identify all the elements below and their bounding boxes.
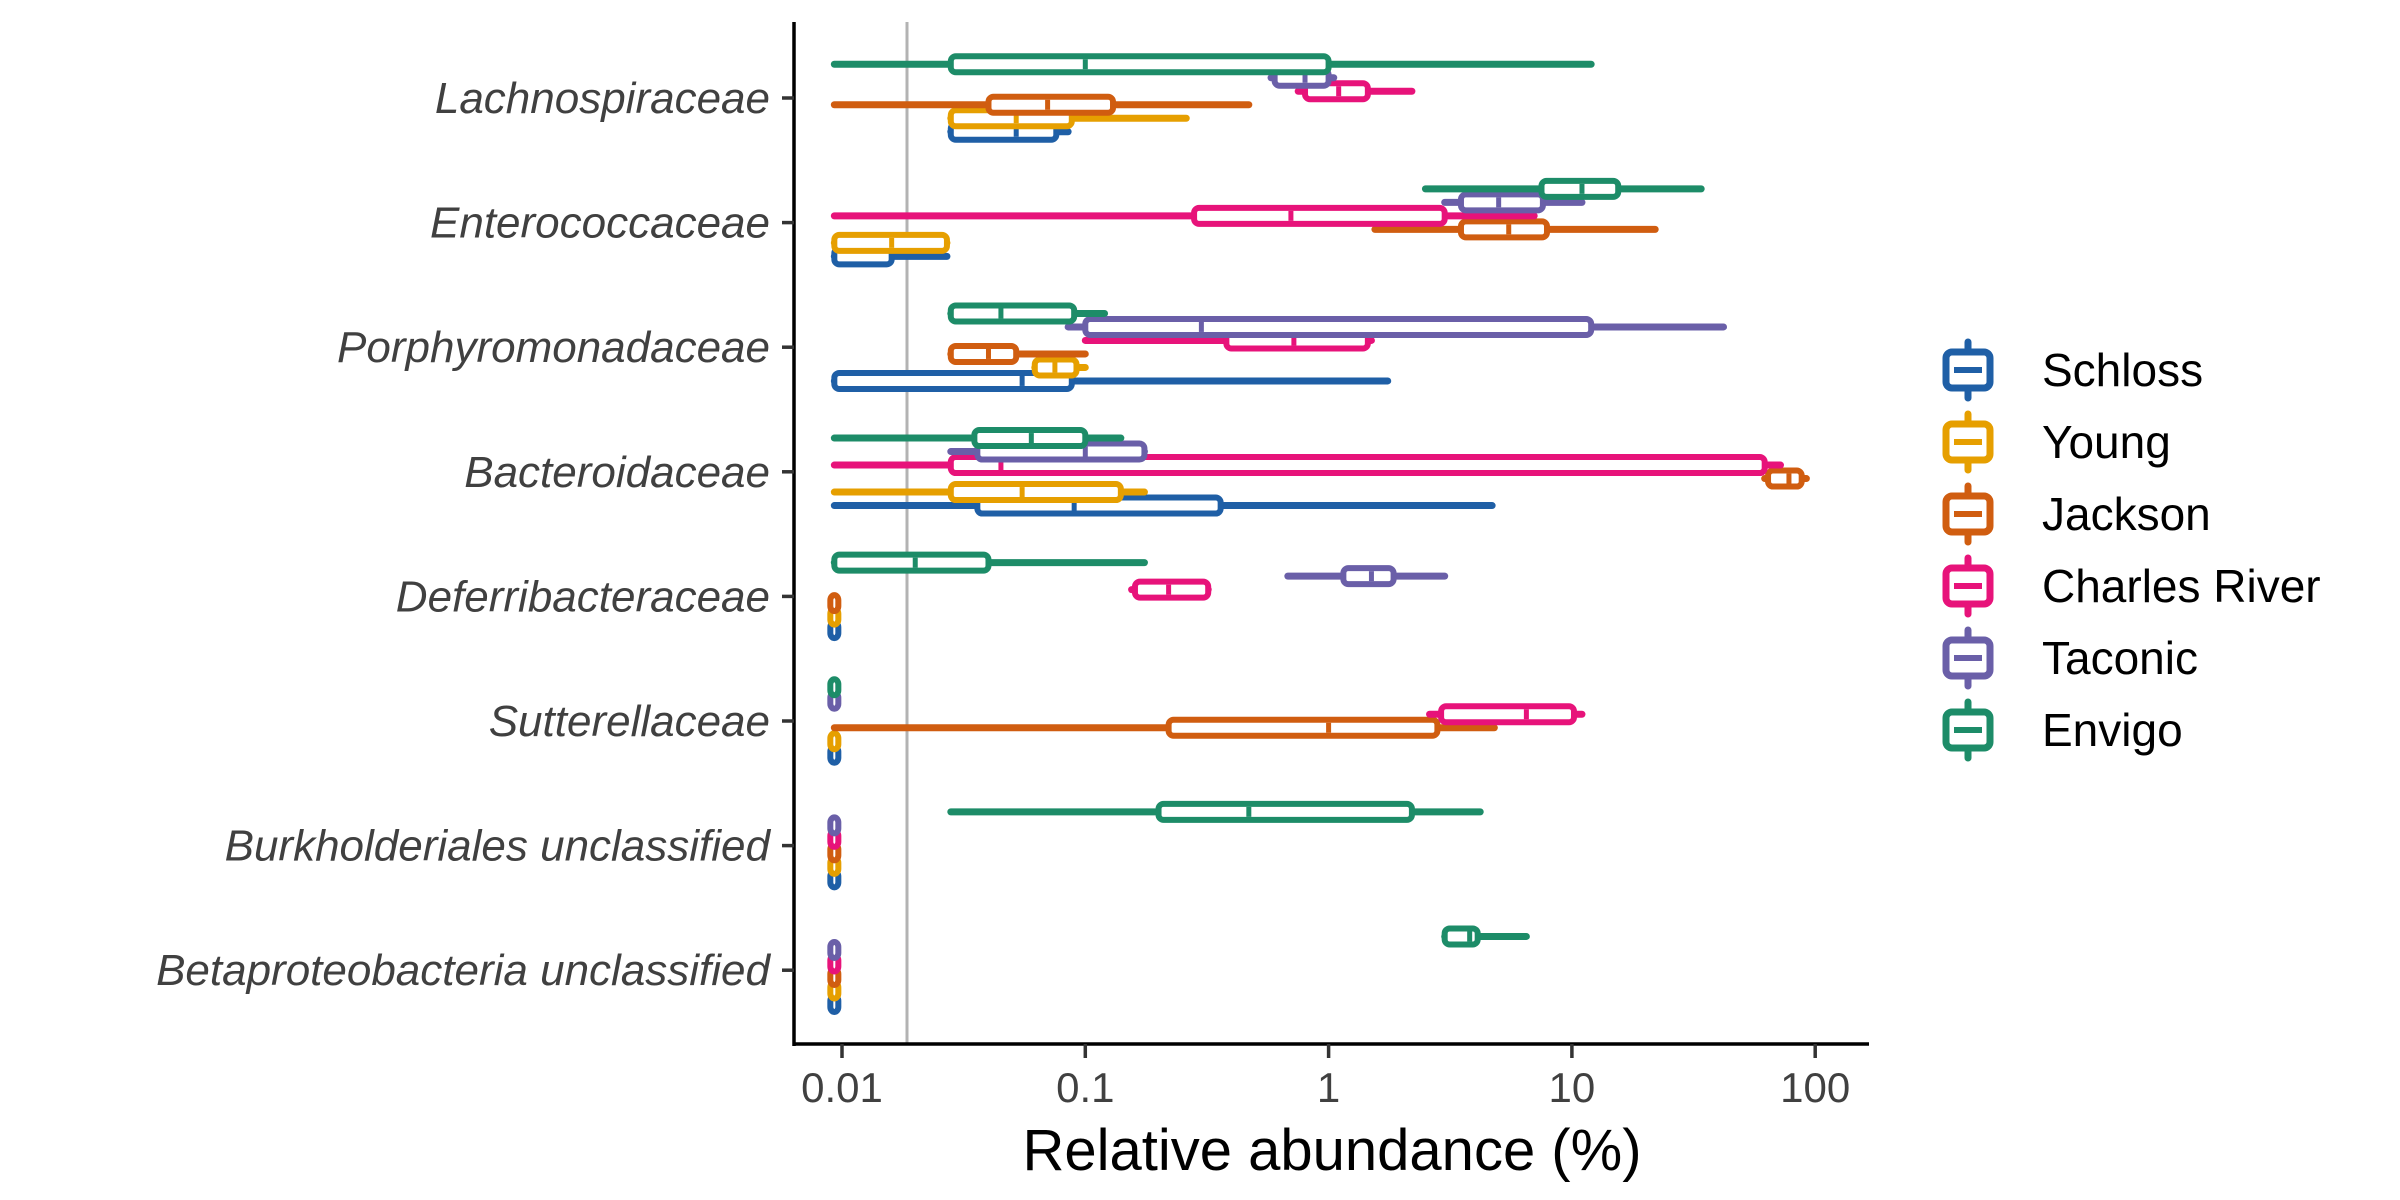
box-young <box>827 730 842 753</box>
box-taconic <box>827 814 842 837</box>
box-young <box>830 231 951 254</box>
legend-item: Charles River <box>1942 554 2321 618</box>
box-jackson <box>1761 467 1810 490</box>
box-envigo <box>827 676 842 699</box>
box <box>827 814 842 837</box>
box <box>947 454 1768 477</box>
legend-item: Jackson <box>1942 482 2211 546</box>
legend-item: Schloss <box>1942 338 2203 402</box>
box <box>827 676 842 699</box>
box <box>1340 565 1397 588</box>
box-charles-river <box>1426 703 1586 726</box>
box-jackson <box>830 93 1253 116</box>
box <box>1155 800 1415 823</box>
box-charles-river <box>1128 578 1212 601</box>
legend-label: Charles River <box>2042 560 2321 612</box>
y-tick-label: Porphyromonadaceae <box>337 323 770 372</box>
y-axis-labels: Lachnospiraceae Enterococcaceae Porphyromo… <box>156 74 794 995</box>
x-axis-ticks: 0.01 0.1 1 10 100 <box>801 1044 1850 1111</box>
y-tick-label: Deferribacteraceae <box>396 572 770 621</box>
box <box>1765 467 1805 490</box>
box <box>827 592 842 615</box>
legend-item: Envigo <box>1942 698 2183 762</box>
box-envigo <box>947 800 1484 823</box>
box-jackson <box>947 342 1089 365</box>
box-taconic <box>1064 315 1728 338</box>
box-schloss <box>830 494 1496 517</box>
box-envigo <box>1421 177 1705 200</box>
y-tick-label: Burkholderiales unclassified <box>225 822 772 871</box>
box <box>831 369 1075 392</box>
box <box>947 53 1332 76</box>
box-charles-river <box>830 204 1538 227</box>
box-envigo <box>1441 925 1530 948</box>
legend: Schloss Young Jackson Charles River Taconic E… <box>1942 338 2321 762</box>
box <box>1441 925 1481 948</box>
legend-label: Jackson <box>2042 488 2211 540</box>
y-tick-label: Enterococcaceae <box>430 199 770 248</box>
box-taconic <box>1284 565 1449 588</box>
box-jackson <box>830 716 1498 739</box>
x-axis-title: Relative abundance (%) <box>1022 1118 1641 1183</box>
box-young <box>1031 356 1089 379</box>
box-layer <box>827 53 1810 1015</box>
box-envigo <box>830 427 1125 450</box>
box <box>1165 716 1441 739</box>
box <box>1191 204 1448 227</box>
box-envigo <box>947 302 1109 325</box>
legend-item: Taconic <box>1942 626 2198 690</box>
box <box>947 481 1124 504</box>
box <box>947 342 1020 365</box>
box-taconic <box>1441 191 1586 214</box>
y-tick-label: Lachnospiraceae <box>435 74 770 123</box>
box <box>827 730 842 753</box>
box <box>1131 578 1212 601</box>
box-young <box>830 481 1148 504</box>
axes <box>792 22 1869 1046</box>
x-tick-label: 0.01 <box>801 1064 883 1111</box>
box-envigo <box>830 53 1595 76</box>
legend-item: Young <box>1942 410 2171 474</box>
box-envigo <box>830 551 1148 574</box>
legend-label: Taconic <box>2042 632 2198 684</box>
box <box>985 93 1117 116</box>
box-schloss <box>830 369 1392 392</box>
box <box>947 302 1078 325</box>
x-tick-label: 10 <box>1549 1064 1596 1111</box>
legend-label: Schloss <box>2042 344 2203 396</box>
x-tick-label: 1 <box>1317 1064 1340 1111</box>
box <box>1457 191 1546 214</box>
box <box>1082 315 1595 338</box>
x-tick-label: 100 <box>1780 1064 1850 1111</box>
box-jackson <box>827 592 842 615</box>
x-tick-label: 0.1 <box>1056 1064 1114 1111</box>
box-charles-river <box>830 454 1784 477</box>
box <box>1457 218 1550 241</box>
legend-label: Young <box>2042 416 2171 468</box>
box-taconic <box>827 938 842 961</box>
box <box>831 551 992 574</box>
y-tick-label: Betaproteobacteria unclassified <box>156 946 771 995</box>
box <box>1438 703 1577 726</box>
legend-label: Envigo <box>2042 704 2183 756</box>
y-tick-label: Bacteroidaceae <box>464 448 770 497</box>
y-tick-label: Sutterellaceae <box>489 697 770 746</box>
box <box>827 938 842 961</box>
box-jackson <box>1371 218 1659 241</box>
